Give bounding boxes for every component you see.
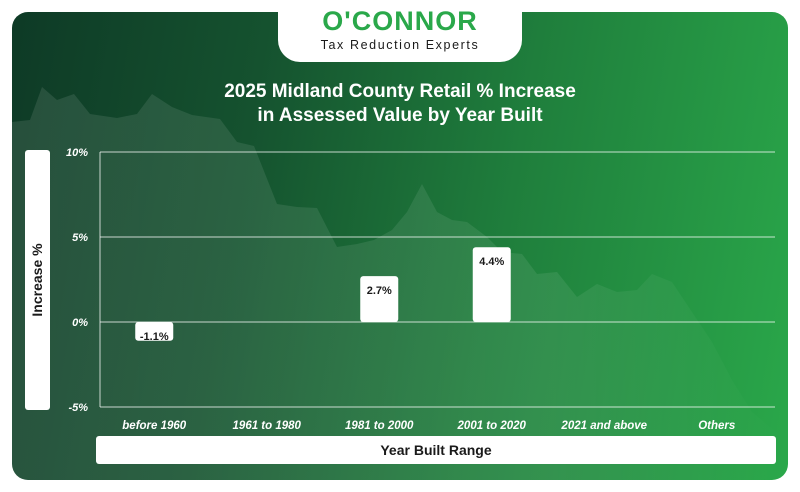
- x-tick-label: 1981 to 2000: [345, 420, 414, 432]
- x-tick-label: before 1960: [122, 420, 187, 432]
- x-tick-label: 2021 and above: [560, 420, 647, 432]
- logo-tab: O'CONNOR Tax Reduction Experts: [278, 0, 522, 62]
- data-label: 2.7%: [367, 285, 392, 297]
- bar: [472, 247, 511, 322]
- x-tick-label: 1961 to 1980: [233, 420, 302, 432]
- brand-tagline: Tax Reduction Experts: [320, 38, 480, 52]
- chart-title-line-1: 2025 Midland County Retail % Increase: [224, 81, 576, 102]
- y-tick-label: 0%: [72, 317, 88, 329]
- chart-title-line-2: in Assessed Value by Year Built: [257, 105, 543, 126]
- y-tick-label: 5%: [72, 232, 88, 244]
- y-tick-label: 10%: [66, 147, 88, 159]
- x-axis-label: Year Built Range: [380, 442, 492, 458]
- bar: [360, 276, 399, 322]
- y-tick-label: -5%: [68, 402, 88, 414]
- x-tick-label: 2001 to 2020: [457, 420, 527, 432]
- data-label: 4.4%: [479, 256, 504, 268]
- brand-logo: O'CONNOR: [322, 6, 478, 36]
- chart-card: [12, 12, 788, 480]
- y-axis-label-box: [25, 150, 50, 410]
- x-tick-label: Others: [698, 420, 735, 432]
- background-mountain-silhouette: [12, 87, 788, 480]
- bar: [135, 322, 174, 341]
- data-label: -1.1%: [140, 331, 169, 343]
- x-axis-label-box: [96, 436, 776, 464]
